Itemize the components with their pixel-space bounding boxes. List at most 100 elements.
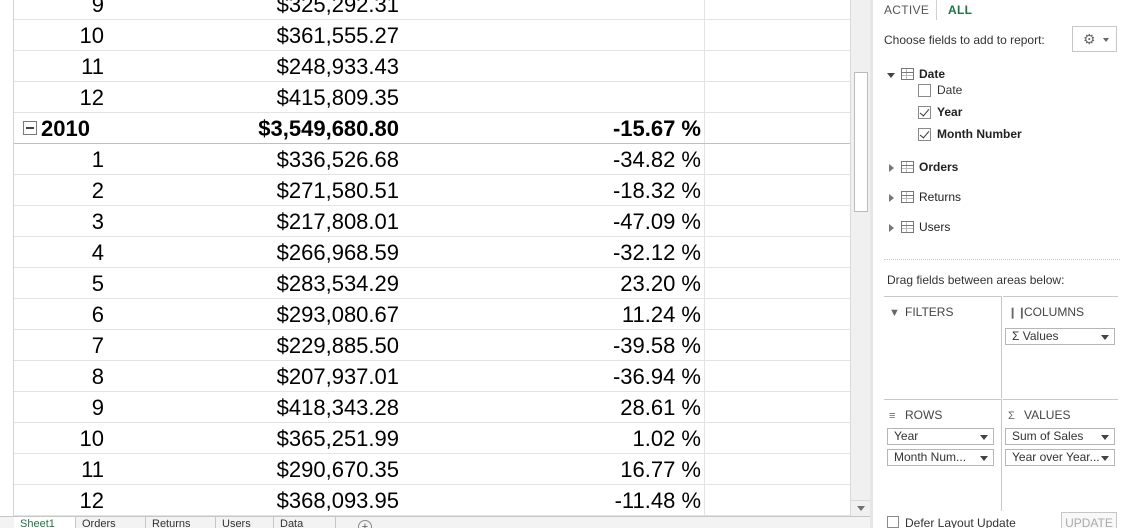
- table-orders[interactable]: Orders: [884, 160, 1084, 178]
- month-cell[interactable]: 11: [81, 54, 104, 79]
- expand-closed-icon[interactable]: [889, 194, 894, 202]
- expand-closed-icon[interactable]: [889, 224, 894, 232]
- year-over-year-cell[interactable]: 23.20 %: [620, 271, 701, 296]
- sales-cell[interactable]: $3,549,680.80: [258, 116, 399, 141]
- table-row[interactable]: 8 $207,937.01 -36.94 %: [14, 361, 850, 392]
- tab-all[interactable]: ALL: [948, 3, 973, 17]
- table-row[interactable]: 12 $368,093.95 -11.48 %: [14, 485, 850, 516]
- chevron-down-icon[interactable]: [980, 435, 988, 440]
- table-row[interactable]: 11 $248,933.43: [14, 51, 850, 82]
- year-over-year-cell[interactable]: -34.82 %: [612, 147, 701, 172]
- table-returns[interactable]: Returns: [884, 190, 1084, 208]
- month-cell[interactable]: 12: [79, 488, 104, 513]
- sales-cell[interactable]: $336,526.68: [276, 147, 399, 172]
- sheet-tab-users[interactable]: Users: [216, 517, 274, 528]
- field-settings-button[interactable]: ⚙: [1072, 26, 1117, 52]
- expand-open-icon[interactable]: [887, 73, 895, 78]
- year-over-year-cell[interactable]: -39.58 %: [612, 333, 701, 358]
- area-filters[interactable]: ▼ FILTERS: [884, 296, 1002, 398]
- sales-cell[interactable]: $361,555.27: [276, 23, 399, 48]
- month-cell[interactable]: 8: [91, 364, 104, 389]
- month-cell[interactable]: 7: [91, 333, 104, 358]
- month-cell[interactable]: 9: [91, 395, 104, 420]
- sales-cell[interactable]: $271,580.51: [276, 178, 399, 203]
- sales-cell[interactable]: $415,809.35: [276, 85, 399, 110]
- month-cell[interactable]: 9: [91, 0, 104, 17]
- tab-active[interactable]: ACTIVE: [884, 3, 930, 17]
- defer-layout-update[interactable]: Defer Layout Update: [887, 515, 1047, 528]
- table-row[interactable]: 4 $266,968.59 -32.12 %: [14, 237, 850, 268]
- update-button[interactable]: UPDATE: [1061, 512, 1117, 528]
- month-cell[interactable]: 5: [91, 271, 104, 296]
- table-row[interactable]: 11 $290,670.35 16.77 %: [14, 454, 850, 485]
- year-over-year-cell[interactable]: 1.02 %: [632, 426, 702, 451]
- year-over-year-cell[interactable]: 16.77 %: [620, 457, 701, 482]
- field-month-number[interactable]: Month Number: [918, 127, 1098, 143]
- table-row[interactable]: 9 $418,343.28 28.61 %: [14, 392, 850, 423]
- pane-divider[interactable]: [870, 0, 873, 528]
- collapse-icon[interactable]: [23, 121, 37, 135]
- scroll-down-arrow-icon[interactable]: [851, 500, 870, 516]
- sales-cell[interactable]: $248,933.43: [276, 54, 399, 79]
- table-row[interactable]: 3 $217,808.01 -47.09 %: [14, 206, 850, 237]
- year-over-year-cell[interactable]: -36.94 %: [612, 364, 701, 389]
- sales-cell[interactable]: $283,534.29: [276, 271, 399, 296]
- spreadsheet-grid[interactable]: 9 $325,292.31 10 $361,555.27 11 $248,933.43 12…: [0, 0, 870, 528]
- sales-cell[interactable]: $368,093.95: [276, 488, 399, 513]
- field-year[interactable]: Year: [918, 105, 1078, 121]
- pill-month-number[interactable]: Month Num...: [887, 449, 994, 466]
- month-cell[interactable]: 12: [79, 85, 104, 110]
- sales-cell[interactable]: $229,885.50: [276, 333, 399, 358]
- year-row[interactable]: 2010 $3,549,680.80 -15.67 %: [14, 113, 850, 144]
- sales-cell[interactable]: $217,808.01: [276, 209, 399, 234]
- area-values[interactable]: Σ VALUES Sum of Sales Year over Year...: [1003, 399, 1118, 511]
- table-row[interactable]: 5 $283,534.29 23.20 %: [14, 268, 850, 299]
- sales-cell[interactable]: $365,251.99: [276, 426, 399, 451]
- table-row[interactable]: 1 $336,526.68 -34.82 %: [14, 144, 850, 175]
- year-over-year-cell[interactable]: 11.24 %: [621, 302, 701, 327]
- table-row[interactable]: 10 $365,251.99 1.02 %: [14, 423, 850, 454]
- month-cell[interactable]: 10: [79, 426, 104, 451]
- checkbox[interactable]: [887, 516, 899, 528]
- sheet-tab-data[interactable]: Data: [274, 517, 336, 528]
- scrollbar-thumb[interactable]: [854, 72, 868, 212]
- table-row[interactable]: 2 $271,580.51 -18.32 %: [14, 175, 850, 206]
- table-date[interactable]: Date: [884, 67, 1084, 85]
- pill-year[interactable]: Year: [887, 428, 994, 445]
- pill-sum-of-sales[interactable]: Sum of Sales: [1005, 428, 1115, 445]
- table-row[interactable]: 10 $361,555.27: [14, 20, 850, 51]
- year-over-year-cell[interactable]: 28.61 %: [620, 395, 701, 420]
- year-over-year-cell[interactable]: -15.67 %: [612, 116, 701, 141]
- table-row[interactable]: 9 $325,292.31: [14, 0, 850, 20]
- checkbox[interactable]: [918, 84, 931, 97]
- month-cell[interactable]: 4: [91, 240, 104, 265]
- year-over-year-cell[interactable]: -47.09 %: [612, 209, 701, 234]
- month-cell[interactable]: 10: [79, 23, 104, 48]
- sheet-tab-sheet1[interactable]: Sheet1: [14, 517, 76, 528]
- pill-year-over-year[interactable]: Year over Year...: [1005, 449, 1115, 466]
- area-rows[interactable]: ≡ ROWS Year Month Num...: [884, 399, 1002, 511]
- pill-values[interactable]: Σ Values: [1005, 328, 1115, 345]
- month-cell[interactable]: 11: [81, 457, 104, 482]
- checkbox-checked[interactable]: [918, 128, 931, 141]
- sales-cell[interactable]: $266,968.59: [276, 240, 399, 265]
- month-cell[interactable]: 3: [91, 209, 104, 234]
- sales-cell[interactable]: $290,670.35: [276, 457, 399, 482]
- chevron-down-icon[interactable]: [1101, 435, 1109, 440]
- table-row[interactable]: 7 $229,885.50 -39.58 %: [14, 330, 850, 361]
- chevron-down-icon[interactable]: [980, 456, 988, 461]
- expand-closed-icon[interactable]: [889, 164, 894, 172]
- chevron-down-icon[interactable]: [1101, 335, 1109, 340]
- table-users[interactable]: Users: [884, 220, 1084, 238]
- add-sheet-icon[interactable]: +: [358, 520, 372, 528]
- vertical-scrollbar[interactable]: [850, 0, 870, 516]
- year-over-year-cell[interactable]: -32.12 %: [612, 240, 701, 265]
- sales-cell[interactable]: $325,292.31: [276, 0, 399, 17]
- month-cell[interactable]: 1: [91, 147, 104, 172]
- table-row[interactable]: 6 $293,080.67 11.24 %: [14, 299, 850, 330]
- month-cell[interactable]: 6: [91, 302, 104, 327]
- table-row[interactable]: 12 $415,809.35: [14, 82, 850, 113]
- month-cell[interactable]: 2: [91, 178, 104, 203]
- sales-cell[interactable]: $207,937.01: [276, 364, 399, 389]
- sales-cell[interactable]: $418,343.28: [276, 395, 399, 420]
